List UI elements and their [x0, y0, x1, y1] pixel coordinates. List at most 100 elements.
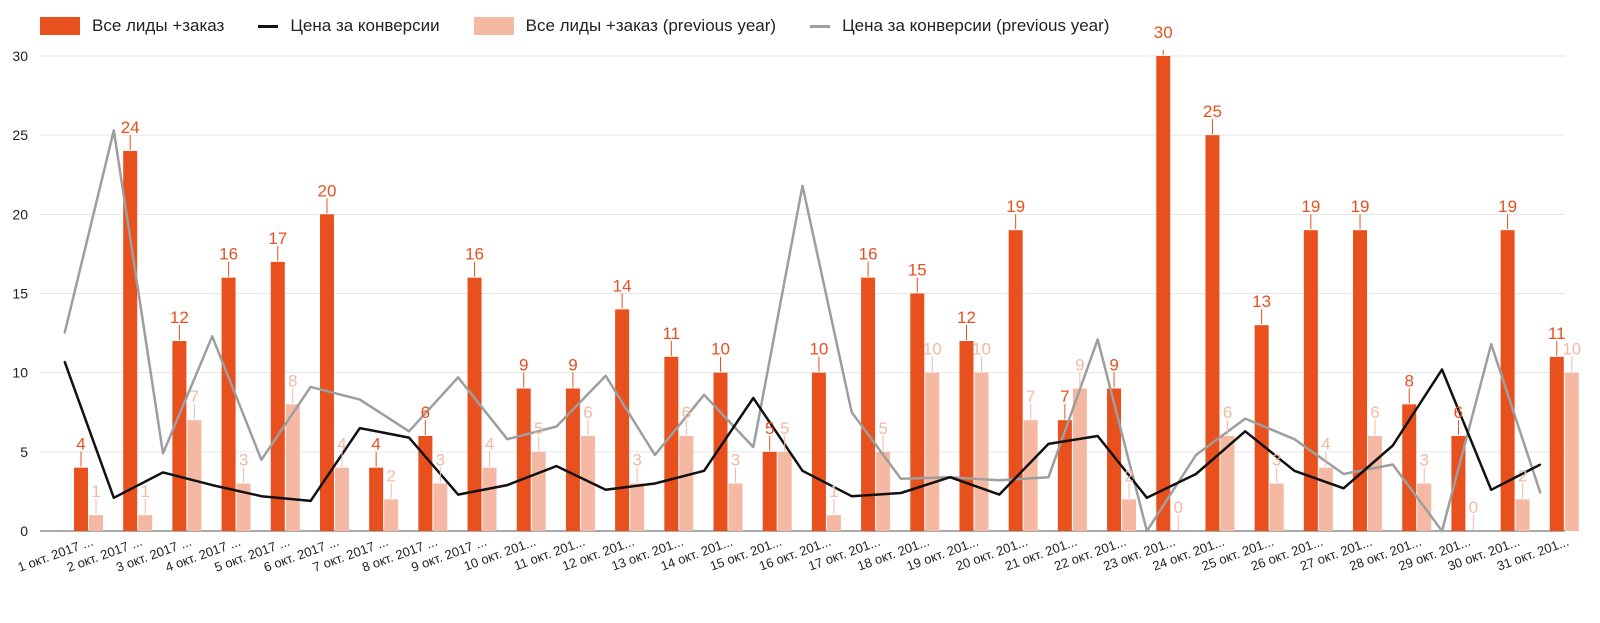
line-point-cost-prev	[850, 411, 853, 414]
bar-leads[interactable]	[516, 388, 531, 532]
bar-leads-prev[interactable]	[187, 420, 202, 531]
bar-leads-prev[interactable]	[285, 404, 300, 531]
data-label-leads-prev: 2	[1124, 466, 1133, 485]
bar-leads-prev[interactable]	[1368, 436, 1383, 531]
bar-leads[interactable]	[221, 277, 236, 531]
bar-leads[interactable]	[319, 214, 334, 532]
bar-leads-prev[interactable]	[138, 515, 153, 531]
bar-leads[interactable]	[664, 356, 679, 531]
data-label-leads: 19	[1301, 197, 1320, 216]
bar-leads-prev[interactable]	[1564, 372, 1579, 531]
bar-leads-prev[interactable]	[1318, 467, 1333, 531]
bar-leads-prev[interactable]	[1023, 420, 1038, 531]
legend-item-cost[interactable]: Цена за конверсии	[258, 16, 440, 36]
data-label-leads-prev: 10	[972, 340, 991, 359]
data-label-leads-prev: 3	[239, 451, 248, 470]
bar-leads[interactable]	[74, 467, 88, 531]
legend-label-leads-prev: Все лиды +заказ (previous year)	[525, 16, 777, 35]
bar-leads-prev[interactable]	[826, 515, 841, 531]
data-label-leads: 4	[371, 435, 380, 454]
bar-leads-prev[interactable]	[1122, 499, 1137, 531]
bar-leads[interactable]	[615, 309, 630, 531]
bar-leads-prev[interactable]	[630, 483, 645, 532]
bar-leads[interactable]	[467, 277, 482, 531]
bar-leads[interactable]	[1254, 325, 1269, 531]
line-point-cost-prev	[1096, 338, 1099, 341]
bar-leads-prev[interactable]	[236, 483, 251, 532]
line-point-cost-prev	[1244, 417, 1247, 420]
line-point-cost-prev	[358, 398, 361, 401]
bar-leads[interactable]	[1549, 356, 1564, 531]
bar-leads-prev[interactable]	[925, 372, 940, 531]
bar-leads[interactable]	[369, 467, 384, 531]
data-label-leads: 6	[1454, 403, 1463, 422]
bar-leads[interactable]	[762, 451, 777, 531]
line-point-cost-prev	[752, 446, 755, 448]
data-label-leads: 24	[121, 118, 140, 137]
line-point-cost	[211, 484, 213, 486]
bar-leads[interactable]	[123, 151, 138, 531]
line-point-cost-prev	[162, 452, 164, 455]
legend-label-leads: Все лиды +заказ	[92, 16, 225, 35]
y-tick-label: 0	[20, 523, 28, 539]
bar-leads[interactable]	[1156, 56, 1171, 531]
data-label-leads-prev: 2	[1518, 466, 1527, 485]
bar-leads[interactable]	[713, 372, 728, 531]
bar-leads[interactable]	[1107, 388, 1122, 532]
data-label-leads: 16	[219, 245, 238, 264]
bar-leads[interactable]	[1500, 230, 1515, 531]
bar-leads[interactable]	[1353, 230, 1368, 531]
legend-item-leads-prev[interactable]: Все лиды +заказ (previous year)	[473, 16, 777, 36]
legend-item-leads[interactable]: Все лиды +заказ	[40, 16, 224, 36]
bar-leads-prev[interactable]	[777, 451, 792, 531]
bar-leads-prev[interactable]	[334, 467, 349, 531]
line-point-cost-prev	[260, 458, 263, 461]
line-point-cost	[1244, 430, 1247, 433]
bar-leads[interactable]	[270, 261, 285, 531]
line-point-cost-prev	[703, 394, 705, 396]
bar-leads-prev[interactable]	[728, 483, 743, 532]
bar-leads-prev[interactable]	[433, 483, 448, 532]
data-label-leads: 10	[711, 340, 730, 359]
bar-leads[interactable]	[861, 277, 876, 531]
legend-swatch-leads	[40, 17, 80, 35]
legend-swatch-cost-prev	[810, 24, 831, 28]
bar-leads-prev[interactable]	[876, 451, 891, 531]
data-label-leads: 13	[1252, 292, 1271, 311]
bar-leads-prev[interactable]	[679, 436, 694, 531]
bar-leads-prev[interactable]	[89, 515, 103, 531]
data-label-leads-prev: 10	[1562, 340, 1581, 359]
y-tick-label: 30	[12, 48, 28, 64]
line-point-cost	[1539, 463, 1542, 466]
bar-leads-prev[interactable]	[974, 372, 989, 531]
line-point-cost-prev	[555, 425, 558, 428]
bar-leads[interactable]	[565, 388, 580, 532]
bar-leads-prev[interactable]	[1072, 388, 1087, 532]
bar-leads-prev[interactable]	[531, 451, 546, 531]
line-point-cost	[408, 436, 410, 439]
bar-leads-prev[interactable]	[1515, 499, 1530, 531]
bar-leads-prev[interactable]	[482, 467, 497, 531]
legend-swatch-leads-prev	[473, 17, 514, 35]
bar-leads[interactable]	[1057, 420, 1072, 531]
bar-leads[interactable]	[1303, 230, 1318, 531]
line-point-cost	[1441, 368, 1443, 371]
bar-leads-prev[interactable]	[1220, 436, 1235, 531]
bar-leads-prev[interactable]	[580, 436, 595, 531]
bar-leads[interactable]	[910, 293, 925, 532]
bar-leads[interactable]	[1008, 230, 1023, 531]
bar-leads[interactable]	[172, 341, 187, 531]
bar-leads[interactable]	[1205, 135, 1220, 531]
bar-leads-prev[interactable]	[1269, 483, 1284, 532]
legend-item-cost-prev[interactable]: Цена за конверсии (previous year)	[810, 16, 1109, 36]
bar-leads[interactable]	[959, 341, 974, 531]
line-point-cost	[309, 500, 312, 502]
data-label-leads-prev: 1	[829, 482, 838, 501]
bar-leads-prev[interactable]	[384, 499, 399, 531]
bar-leads[interactable]	[811, 372, 826, 531]
line-point-cost-prev	[309, 386, 312, 388]
bar-leads[interactable]	[1402, 404, 1417, 531]
line-point-cost	[949, 476, 951, 478]
data-label-leads: 17	[268, 229, 287, 248]
